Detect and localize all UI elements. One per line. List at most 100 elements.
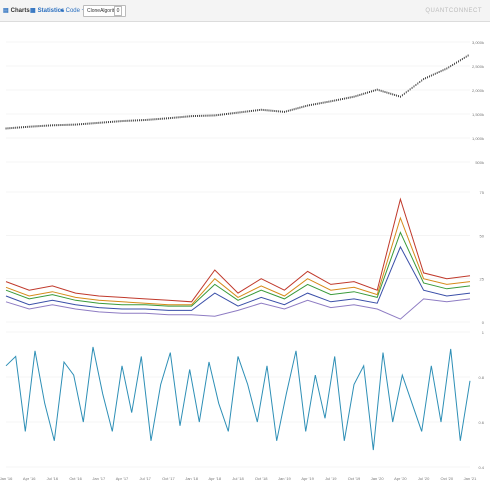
equity-candle <box>334 99 336 102</box>
charts-area: 3,000k 2,500k 2,000k 1,500k 1,000k 500k 75 50 2… <box>0 40 485 481</box>
x-tick-label: Apr '17 <box>116 476 129 481</box>
equity-candle <box>432 73 434 76</box>
equity-candle <box>23 126 24 129</box>
algorithm-select-value: CloneAlgorithm <box>87 8 122 14</box>
equity-candle <box>247 110 249 113</box>
equity-candle <box>384 91 386 93</box>
equity-candle <box>55 124 57 127</box>
equity-candle <box>218 113 220 116</box>
equity-candle <box>150 118 152 121</box>
equity-candle <box>146 118 148 121</box>
equity-candle <box>36 125 38 128</box>
equity-candle <box>110 120 111 123</box>
equity-candle <box>77 123 79 126</box>
charts-tab[interactable]: ▤ Charts <box>3 5 30 17</box>
equity-candle <box>461 58 463 61</box>
equity-candle <box>117 120 119 123</box>
y-tick-label: 50 <box>480 233 485 238</box>
statistics-tab[interactable]: ▦ Statistics <box>30 5 64 17</box>
equity-candle <box>274 110 276 112</box>
equity-candle <box>365 92 367 95</box>
equity-candle <box>388 92 390 95</box>
equity-candle <box>403 92 405 95</box>
equity-candle <box>429 75 430 78</box>
equity-candle <box>289 109 291 112</box>
y-tick-label: 500k <box>475 160 484 165</box>
equity-candle <box>171 116 173 119</box>
equity-candle <box>392 93 394 96</box>
x-tick-label: Jul '20 <box>418 476 430 481</box>
equity-candle <box>285 110 287 113</box>
equity-candle <box>63 123 65 126</box>
equity-candle <box>175 116 177 119</box>
equity-candle <box>398 95 399 98</box>
equity-candle <box>40 125 42 127</box>
equity-candle <box>216 114 218 117</box>
equity-candle <box>305 105 307 108</box>
equity-candle <box>401 94 403 97</box>
chart-icon: ▤ <box>3 8 9 14</box>
x-tick-label: Apr '19 <box>301 476 314 481</box>
equity-candle <box>15 126 17 129</box>
equity-candle <box>17 126 19 129</box>
y-tick-label: 0.4 <box>478 465 484 470</box>
indicator-panel: 75 50 25 0 <box>5 190 485 325</box>
code-tab[interactable]: ●Code + <box>60 5 85 17</box>
equity-candle <box>249 110 251 113</box>
equity-candle <box>303 105 305 108</box>
equity-candle <box>185 115 187 118</box>
series-line <box>5 245 471 311</box>
equity-candle <box>324 101 326 104</box>
equity-candle <box>189 115 191 118</box>
equity-candle <box>423 78 425 81</box>
equity-candle <box>42 124 44 127</box>
x-tick-label: Oct '20 <box>441 476 454 481</box>
equity-candle <box>456 61 457 64</box>
x-tick-label: Jan '21 <box>464 476 478 481</box>
equity-candle <box>454 62 456 65</box>
equity-candle <box>24 126 26 128</box>
equity-candle <box>19 126 21 129</box>
equity-candle <box>409 88 411 91</box>
equity-candle <box>102 121 104 124</box>
equity-candle <box>264 109 266 112</box>
equity-candle <box>448 66 450 69</box>
equity-candle <box>372 89 374 92</box>
equity-candle <box>459 59 461 62</box>
equity-candle <box>183 115 185 118</box>
equity-candle <box>187 115 189 118</box>
equity-candle <box>173 116 175 119</box>
equity-candle <box>26 125 28 128</box>
equity-candle <box>338 98 340 101</box>
y-tick-label: 1,500k <box>472 112 484 117</box>
equity-candle <box>13 126 15 129</box>
equity-candle <box>154 118 156 121</box>
equity-candle <box>204 114 206 117</box>
equity-candle <box>297 107 299 110</box>
equity-candle <box>125 119 127 122</box>
equity-candle <box>9 127 11 130</box>
equity-candle <box>434 72 436 75</box>
charts-tab-label: Charts <box>10 8 30 14</box>
equity-candle <box>278 110 280 113</box>
equity-candle <box>342 98 343 100</box>
small-number-field[interactable]: 0 <box>114 6 122 16</box>
equity-candle <box>253 109 254 112</box>
equity-candle <box>164 117 166 120</box>
x-tick-label: Jan '17 <box>92 476 106 481</box>
equity-candle <box>452 63 454 66</box>
equity-candle <box>38 125 40 128</box>
oscillator-panel: 1 0.8 0.6 0.4 <box>5 330 485 470</box>
equity-candle <box>251 109 253 112</box>
equity-candle <box>65 123 67 126</box>
equity-candle <box>7 127 9 130</box>
equity-candle <box>214 114 216 117</box>
equity-candle <box>113 120 115 123</box>
equity-candle <box>210 114 212 117</box>
equity-candle <box>436 71 438 74</box>
equity-candle <box>446 67 448 70</box>
equity-candle <box>222 113 224 116</box>
equity-candle <box>421 79 423 82</box>
equity-candle <box>86 122 88 125</box>
x-tick-label: Apr '18 <box>209 476 222 481</box>
